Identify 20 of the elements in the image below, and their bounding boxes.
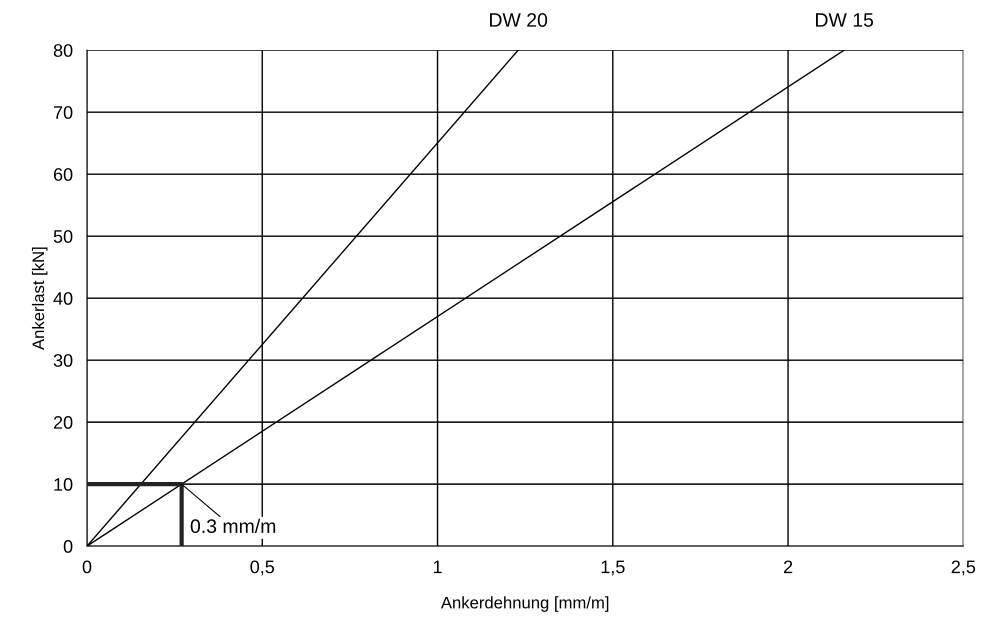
x-tick-label: 1,5 [602,560,625,576]
y-tick-label: 10 [54,478,72,491]
annotation: 0.3 mm/m [190,518,276,534]
x-tick-label: 1 [434,560,442,574]
y-tick-label: 40 [53,292,72,305]
y-tick-label: 0 [64,540,72,553]
y-tick-label: 70 [54,106,72,119]
y-axis-title: Ankerlast [kN] [32,247,48,350]
series-label: DW 15 [816,13,874,27]
x-tick-label: 2,5 [952,560,976,576]
x-tick-label: 2 [784,560,792,574]
y-tick-label: 80 [54,44,72,57]
y-tick-label: 50 [54,230,72,243]
x-tick-label: 0,5 [250,560,274,576]
x-tick-label: 0 [82,560,92,574]
x-axis-title: Ankerdehnung [mm/m] [440,596,608,612]
y-tick-label: 30 [54,354,72,367]
series-label: DW 20 [490,13,548,27]
y-tick-label: 60 [54,168,72,181]
y-tick-label: 20 [54,416,72,429]
